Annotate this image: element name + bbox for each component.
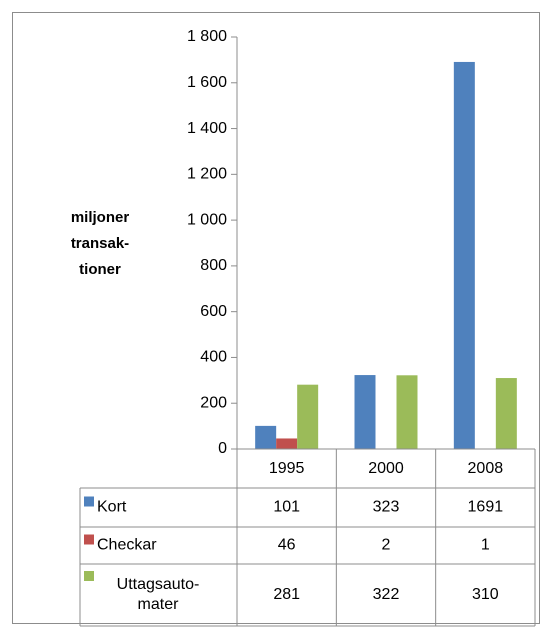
bar [453, 61, 475, 450]
x-tick-label: 2008 [468, 460, 504, 477]
bar [354, 375, 376, 449]
bar [276, 438, 298, 449]
legend-swatch [84, 496, 94, 507]
y-tick-label: 1 800 [187, 28, 227, 45]
y-tick-label: 200 [200, 394, 227, 411]
y-axis-label: tioner [79, 261, 121, 278]
table-value: 1691 [468, 499, 504, 516]
chart-border [12, 12, 540, 624]
y-tick-label: 400 [200, 349, 227, 366]
bar [255, 425, 277, 449]
table-value: 101 [273, 499, 300, 516]
table-value: 322 [373, 586, 400, 603]
legend-label: Kort [97, 499, 127, 516]
legend-label: Uttagsauto-mater [117, 576, 200, 613]
y-tick-label: 1 200 [187, 166, 227, 183]
table-value: 323 [373, 499, 400, 516]
y-axis-label: miljoner [71, 209, 130, 226]
y-tick-label: 0 [218, 440, 227, 457]
table-value: 310 [472, 586, 499, 603]
bar [396, 375, 418, 449]
table-value: 2 [382, 537, 391, 554]
legend-swatch [84, 534, 94, 545]
legend-swatch [84, 571, 94, 581]
table-value: 281 [273, 586, 300, 603]
legend-label: Checkar [97, 537, 157, 554]
table-value: 46 [278, 537, 296, 554]
x-tick-label: 2000 [368, 460, 404, 477]
x-tick-label: 1995 [269, 460, 305, 477]
y-axis-label: transak- [71, 235, 129, 252]
bar [297, 384, 319, 449]
y-tick-label: 600 [200, 303, 227, 320]
bar [495, 378, 517, 449]
y-tick-label: 1 400 [187, 120, 227, 137]
y-tick-label: 1 600 [187, 74, 227, 91]
table-value: 1 [481, 537, 490, 554]
y-tick-label: 800 [200, 257, 227, 274]
y-tick-label: 1 000 [187, 211, 227, 228]
